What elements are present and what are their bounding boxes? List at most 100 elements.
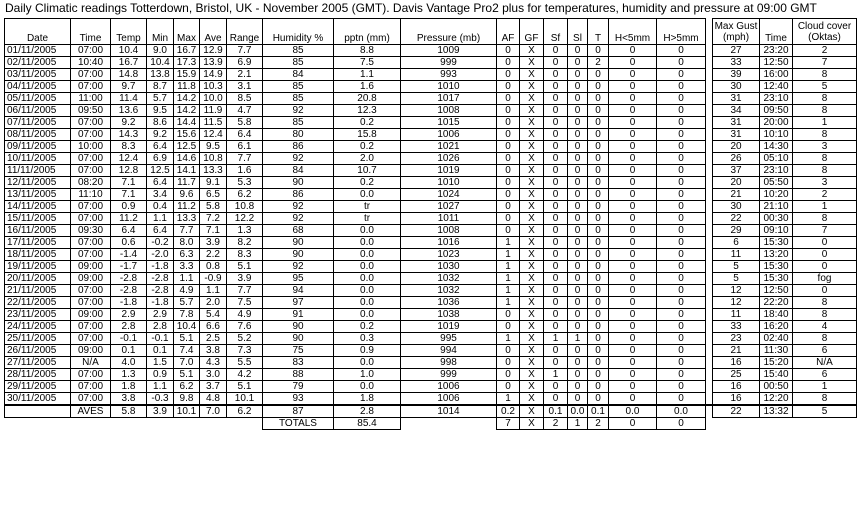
cell-pptn: 0.0: [333, 356, 401, 369]
cell-gap: [706, 45, 713, 57]
cell-range: 7.7: [226, 284, 263, 297]
cell-range: 8.2: [226, 236, 263, 249]
cell-pptn: 2.0: [333, 152, 401, 165]
cell-af: 0: [496, 140, 520, 153]
aves-ave: 7.0: [199, 404, 227, 418]
cell-gust: 27: [712, 44, 760, 57]
totals-blank-6: [200, 418, 227, 430]
cell-max: 12.5: [173, 140, 200, 153]
table-row: 28/11/2005 07:00 1.3 0.9 5.1 3.0 4.2 88 1.0 999 0 X…: [4, 368, 857, 381]
cell-af: 0: [496, 200, 520, 213]
cell-pptn: tr: [333, 212, 401, 225]
cell-max: 14.6: [173, 152, 200, 165]
cell-gust: 12: [712, 284, 760, 297]
cell-t: 0: [587, 176, 609, 189]
cell-pptn: tr: [333, 200, 401, 213]
cell-hgt5: 0: [656, 140, 706, 153]
cell-pptn: 0.0: [333, 260, 401, 273]
cell-sl: 0: [567, 368, 588, 381]
cell-gap: [706, 81, 713, 93]
header-hlt5: H<5mm: [608, 18, 657, 45]
cell-range: 4.2: [226, 368, 263, 381]
cell-pptn: 10.7: [333, 164, 401, 177]
cell-sf: 0: [543, 80, 568, 93]
cell-gf: X: [519, 68, 544, 81]
cell-humidity: 91: [262, 308, 334, 321]
cell-gust-time: 15:30: [759, 272, 793, 285]
cell-sf: 0: [543, 284, 568, 297]
cell-humidity: 90: [262, 320, 334, 333]
cell-max: 11.2: [173, 200, 200, 213]
cell-pptn: 0.0: [333, 188, 401, 201]
cell-gap: [706, 153, 713, 165]
cell-gf: X: [519, 356, 544, 369]
cell-gf: X: [519, 236, 544, 249]
cell-hgt5: 0: [656, 284, 706, 297]
cell-ave: 12.9: [199, 44, 227, 57]
cell-ave: 5.4: [199, 308, 227, 321]
cell-gust: 5: [712, 260, 760, 273]
cell-temp: -1.8: [110, 296, 147, 309]
cell-time: 09:00: [70, 308, 111, 321]
cell-range: 6.4: [226, 128, 263, 141]
cell-pressure: 1024: [400, 188, 497, 201]
cell-gust-time: 15:30: [759, 236, 793, 249]
cell-t: 0: [587, 344, 609, 357]
cell-gap: [706, 249, 713, 261]
cell-gap: [706, 321, 713, 333]
cell-hgt5: 0: [656, 248, 706, 261]
header-gap: [706, 19, 713, 45]
cell-pressure: 999: [400, 56, 497, 69]
cell-pressure: 1023: [400, 248, 497, 261]
cell-pressure: 1027: [400, 200, 497, 213]
cell-gust: 30: [712, 80, 760, 93]
cell-gust-time: 13:20: [759, 248, 793, 261]
table-row: 29/11/2005 07:00 1.8 1.1 6.2 3.7 5.1 79 0.0 1006 0…: [4, 380, 857, 393]
cell-af: 0: [496, 380, 520, 393]
cell-gust: 31: [712, 128, 760, 141]
cell-hgt5: 0: [656, 320, 706, 333]
cell-hlt5: 0: [608, 236, 657, 249]
totals-blank-1: [5, 418, 71, 430]
table-row: 11/11/2005 07:00 12.8 12.5 14.1 13.3 1.6 84 10.7…: [4, 164, 857, 177]
cell-sl: 0: [567, 224, 588, 237]
cell-hgt5: 0: [656, 56, 706, 69]
cell-gust-time: 05:10: [759, 152, 793, 165]
cell-date: 16/11/2005: [4, 224, 71, 237]
cell-pressure: 1030: [400, 260, 497, 273]
cell-time: 10:00: [70, 140, 111, 153]
cell-gust-time: 23:10: [759, 164, 793, 177]
totals-hlt5: 0: [608, 417, 657, 430]
cell-temp: 7.1: [110, 188, 147, 201]
table-row: 14/11/2005 07:00 0.9 0.4 11.2 5.8 10.8 92 tr 1027…: [4, 200, 857, 213]
cell-sf: 0: [543, 356, 568, 369]
cell-cloud: 1: [792, 200, 857, 213]
cell-sl: 0: [567, 56, 588, 69]
cell-t: 0: [587, 332, 609, 345]
cell-gust-time: 11:30: [759, 344, 793, 357]
cell-pressure: 1021: [400, 140, 497, 153]
cell-t: 0: [587, 200, 609, 213]
cell-temp: 2.9: [110, 308, 147, 321]
cell-min: 6.9: [146, 152, 174, 165]
cell-humidity: 94: [262, 284, 334, 297]
cell-min: 9.5: [146, 104, 174, 117]
cell-cloud: 8: [792, 164, 857, 177]
cell-gust-time: 00:50: [759, 380, 793, 393]
cell-max: 4.9: [173, 284, 200, 297]
table-row: 24/11/2005 07:00 2.8 2.8 10.4 6.6 7.6 90 0.2 1019…: [4, 320, 857, 333]
cell-gf: X: [519, 176, 544, 189]
cell-pressure: 1008: [400, 104, 497, 117]
aves-t: 0.1: [587, 404, 609, 418]
cell-gf: X: [519, 116, 544, 129]
cell-af: 1: [496, 248, 520, 261]
cell-af: 1: [496, 260, 520, 273]
cell-ave: 13.3: [199, 164, 227, 177]
cell-min: -2.8: [146, 284, 174, 297]
cell-time: 09:00: [70, 260, 111, 273]
cell-t: 0: [587, 224, 609, 237]
cell-cloud: 4: [792, 320, 857, 333]
cell-gust: 21: [712, 188, 760, 201]
cell-gust-time: 12:50: [759, 56, 793, 69]
totals-t: 2: [587, 417, 609, 430]
